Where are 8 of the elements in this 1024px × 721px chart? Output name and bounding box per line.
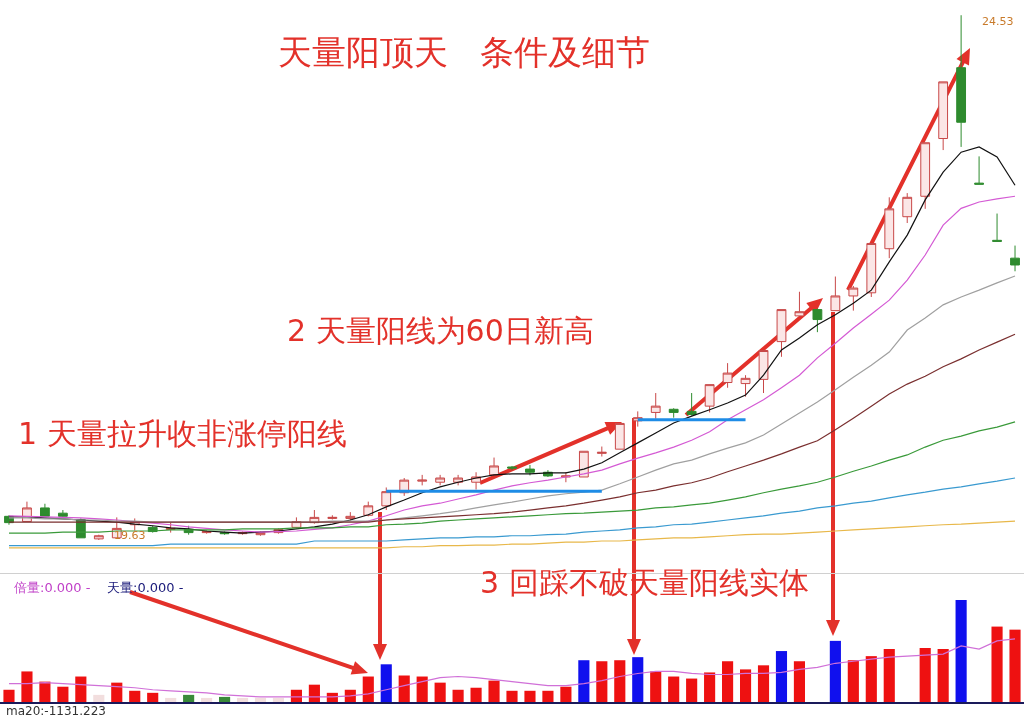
text: 天量:0.000 - <box>107 580 184 595</box>
annotation: 2 天量阳线为60日新高 <box>287 313 594 348</box>
annotation: 1 天量拉升收非涨停阳线 <box>18 416 347 451</box>
annotation: 24.53 <box>982 15 1014 28</box>
text: 倍量:0.000 - <box>14 580 91 595</box>
text: 天量阳顶天 条件及细节 <box>278 31 651 72</box>
text: ma20:-1131.223 <box>6 704 106 718</box>
annotation: 19.63 <box>114 529 146 542</box>
